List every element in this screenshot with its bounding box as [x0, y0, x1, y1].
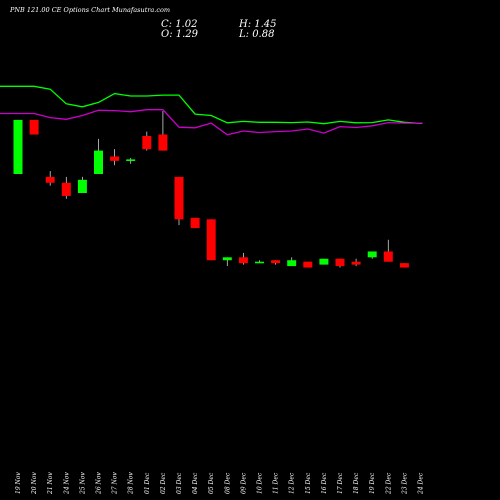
- open-value: O: 1.29: [161, 29, 199, 40]
- candle-body: [158, 134, 168, 151]
- candle: [271, 260, 281, 265]
- candle-body: [238, 257, 248, 264]
- candle: [45, 171, 55, 186]
- candle: [190, 217, 200, 229]
- candle-body: [367, 251, 377, 258]
- candle-body: [190, 217, 200, 229]
- candle-body: [351, 261, 361, 265]
- candle: [158, 111, 168, 151]
- candle-body: [94, 150, 103, 174]
- candle-body: [319, 258, 329, 265]
- candle: [303, 261, 313, 268]
- x-tick-label: 24 Nov: [63, 472, 70, 495]
- candle-body: [287, 260, 297, 267]
- candle: [206, 219, 216, 261]
- x-tick-label: 20 Nov: [31, 472, 38, 495]
- candle: [174, 176, 184, 226]
- low-value: L: 0.88: [239, 29, 275, 40]
- candle: [255, 260, 264, 264]
- x-tick-label: 16 Dec: [321, 472, 328, 494]
- candle: [77, 176, 87, 193]
- candle-body: [77, 179, 87, 193]
- upper-line-path: [0, 85, 423, 125]
- candle-body: [222, 257, 232, 261]
- candle-body: [110, 156, 120, 161]
- candle-body: [13, 119, 23, 174]
- x-tick-label: 17 Dec: [337, 472, 344, 494]
- candle-body: [61, 182, 71, 196]
- x-tick-label: 28 Nov: [128, 472, 135, 495]
- x-tick-label: 19 Nov: [15, 472, 22, 494]
- candle-body: [271, 260, 281, 264]
- lower-indicator-line: [0, 109, 423, 136]
- candle-body: [206, 219, 216, 261]
- candle: [126, 157, 136, 164]
- candle: [351, 258, 361, 267]
- candle: [319, 258, 329, 265]
- chart-title: PNB 121.00 CE Options Chart Munafasutra.…: [10, 6, 171, 14]
- x-tick-label: 21 Nov: [47, 472, 54, 495]
- x-tick-label: 18 Dec: [353, 472, 360, 494]
- candle: [383, 239, 393, 262]
- x-tick-label: 01 Dec: [144, 472, 151, 494]
- candle-body: [383, 251, 393, 262]
- close-value: C: 1.02: [161, 19, 198, 30]
- x-tick-label: 27 Nov: [112, 472, 119, 495]
- x-tick-label: 09 Dec: [240, 472, 247, 494]
- candle: [238, 252, 248, 265]
- upper-indicator-line: [0, 85, 423, 125]
- candle: [61, 176, 71, 199]
- candle-body: [126, 159, 136, 161]
- candle-body: [45, 176, 55, 183]
- x-tick-label: 04 Dec: [192, 472, 199, 494]
- candle-body: [142, 136, 152, 150]
- x-tick-label: 26 Nov: [96, 472, 103, 495]
- candle: [222, 257, 232, 267]
- candle-body: [399, 263, 409, 268]
- x-axis-ticks: 19 Nov 20 Nov 21 Nov 24 Nov 25 Nov 26 Nov 27 N…: [15, 472, 425, 495]
- x-tick-label: 19 Dec: [369, 472, 376, 494]
- x-tick-label: 24 Dec: [418, 472, 425, 495]
- x-tick-label: 12 Dec: [289, 472, 296, 494]
- candle: [399, 263, 409, 268]
- candle-body: [303, 261, 313, 268]
- candle: [13, 119, 23, 174]
- x-tick-label: 23 Dec: [401, 472, 408, 495]
- candle: [110, 149, 120, 166]
- x-tick-label: 11 Dec: [273, 472, 280, 494]
- candle-body: [255, 261, 264, 264]
- candle: [367, 251, 377, 259]
- x-tick-label: 03 Dec: [176, 472, 183, 494]
- x-tick-label: 22 Dec: [385, 472, 392, 495]
- x-tick-label: 05 Dec: [208, 472, 215, 494]
- candle-body: [335, 258, 345, 267]
- x-tick-label: 08 Dec: [224, 472, 231, 494]
- x-tick-label: 10 Dec: [257, 472, 264, 494]
- x-tick-label: 25 Nov: [79, 472, 86, 495]
- x-tick-label: 15 Dec: [305, 472, 312, 494]
- candle: [142, 131, 152, 151]
- candles: [13, 111, 409, 268]
- candle-body: [174, 176, 184, 220]
- candle-body: [29, 119, 39, 135]
- high-value: H: 1.45: [239, 19, 277, 30]
- candle: [29, 119, 39, 135]
- lower-line-path: [0, 109, 423, 136]
- candle: [335, 258, 345, 268]
- x-tick-label: 02 Dec: [160, 472, 167, 494]
- candle: [94, 138, 103, 174]
- candle: [287, 257, 297, 267]
